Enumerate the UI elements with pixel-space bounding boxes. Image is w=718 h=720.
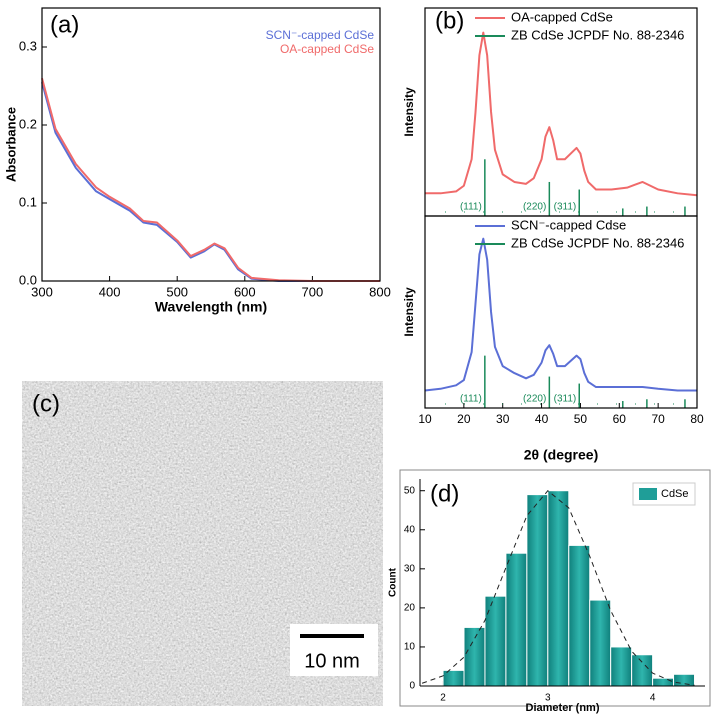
histogram-bar bbox=[652, 677, 675, 687]
y-axis-label: Intensity bbox=[402, 87, 416, 137]
y-tick-label: 50 bbox=[404, 485, 416, 496]
histogram-bar bbox=[568, 544, 591, 687]
histogram-bar bbox=[589, 599, 612, 687]
axes-frame bbox=[424, 215, 698, 409]
y-tick-label: 0 bbox=[409, 681, 415, 692]
x-tick-label: 3 bbox=[545, 693, 551, 704]
x-axis-label: 2θ (degree) bbox=[524, 447, 598, 463]
histogram-bar bbox=[463, 626, 486, 687]
peak-label: (220) bbox=[523, 394, 546, 405]
x-tick-label: 500 bbox=[166, 284, 188, 299]
x-tick-label: 50 bbox=[574, 412, 588, 426]
x-tick-label: 800 bbox=[369, 284, 391, 299]
x-tick-label: 4 bbox=[650, 693, 656, 704]
x-tick-label: 600 bbox=[234, 284, 256, 299]
x-axis-label: Wavelength (nm) bbox=[155, 299, 267, 315]
legend-label: OA-capped CdSe bbox=[280, 42, 374, 56]
histogram-bar bbox=[673, 673, 696, 687]
x-tick-label: 30 bbox=[496, 412, 510, 426]
panel-label: (c) bbox=[32, 390, 60, 417]
y-tick-label: 0.2 bbox=[19, 116, 37, 131]
x-tick-label: 20 bbox=[457, 412, 471, 426]
x-tick-label: 80 bbox=[690, 412, 704, 426]
peak-label: (220) bbox=[523, 202, 546, 213]
x-axis-label: Diameter (nm) bbox=[526, 702, 600, 714]
peak-label: (311) bbox=[554, 202, 577, 213]
peak-label: (111) bbox=[460, 202, 482, 213]
y-tick-label: 0.1 bbox=[19, 194, 37, 209]
x-tick-label: 2 bbox=[440, 693, 446, 704]
y-tick-label: 10 bbox=[404, 642, 416, 653]
panel-label: (d) bbox=[430, 480, 459, 507]
legend-label: OA-capped CdSe bbox=[511, 9, 613, 24]
x-tick-label: 400 bbox=[99, 284, 121, 299]
peak-label: (311) bbox=[554, 394, 577, 405]
y-axis-label: Intensity bbox=[402, 287, 416, 337]
legend-label: SCN⁻-capped CdSe bbox=[266, 28, 375, 42]
y-axis-label: Count bbox=[388, 567, 399, 597]
x-tick-label: 300 bbox=[31, 284, 53, 299]
panel-label: (b) bbox=[435, 7, 464, 34]
x-tick-label: 700 bbox=[302, 284, 324, 299]
y-axis-label: Absorbance bbox=[3, 107, 18, 182]
y-tick-label: 30 bbox=[404, 563, 416, 574]
histogram-bar bbox=[484, 595, 507, 687]
legend-label: SCN⁻-capped Cdse bbox=[511, 217, 626, 232]
data-line bbox=[424, 237, 697, 392]
x-tick-label: 60 bbox=[613, 412, 627, 426]
legend-swatch bbox=[639, 488, 657, 500]
axes-frame bbox=[41, 7, 381, 282]
scale-bar-box bbox=[290, 624, 378, 676]
legend-label: CdSe bbox=[661, 488, 689, 500]
panel-d-border bbox=[399, 469, 711, 707]
histogram-bar bbox=[631, 654, 654, 687]
scale-bar-label: 10 nm bbox=[304, 650, 360, 672]
x-tick-label: 70 bbox=[651, 412, 665, 426]
histogram-bar bbox=[610, 646, 633, 687]
legend-label: ZB CdSe JCPDF No. 88-2346 bbox=[511, 235, 684, 250]
data-line bbox=[41, 81, 380, 282]
peak-label: (111) bbox=[460, 394, 482, 405]
x-tick-label: 10 bbox=[418, 412, 432, 426]
x-tick-label: 40 bbox=[535, 412, 549, 426]
data-line bbox=[425, 31, 698, 197]
histogram-bar bbox=[442, 669, 465, 687]
data-line bbox=[41, 77, 380, 282]
fit-curve bbox=[421, 490, 695, 686]
y-tick-label: 0.0 bbox=[19, 272, 37, 287]
panel-label: (a) bbox=[50, 11, 79, 38]
y-tick-label: 20 bbox=[404, 603, 416, 614]
y-tick-label: 0.3 bbox=[19, 38, 37, 53]
histogram-bar bbox=[505, 552, 528, 687]
histogram-bar bbox=[526, 494, 549, 687]
histogram-bar bbox=[547, 490, 570, 687]
y-tick-label: 40 bbox=[404, 524, 416, 535]
legend-label: ZB CdSe JCPDF No. 88-2346 bbox=[511, 27, 684, 42]
